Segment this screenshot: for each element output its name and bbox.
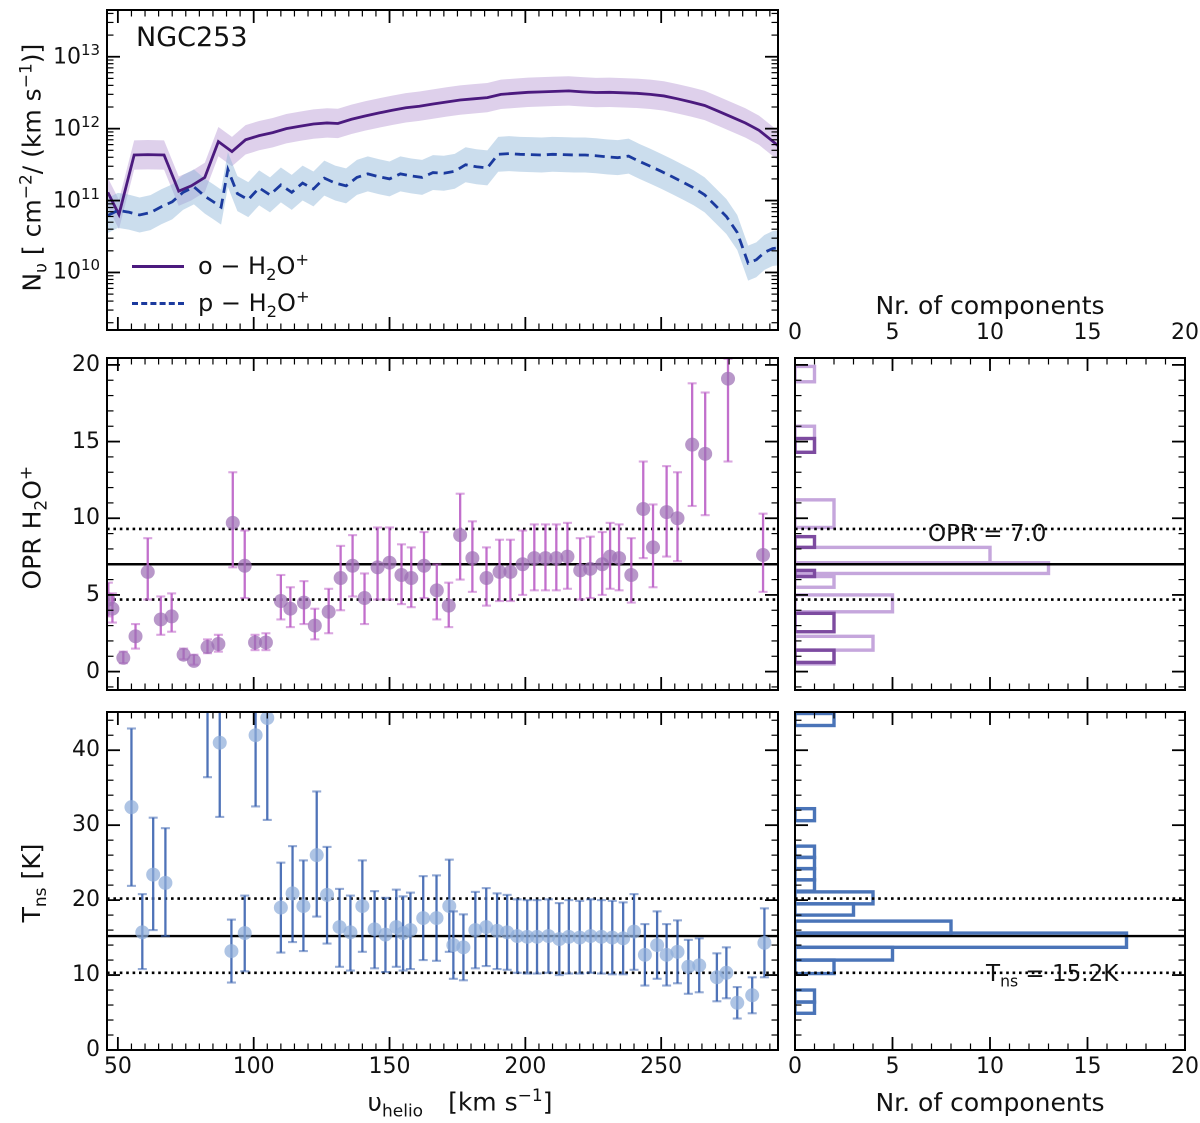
tick-label: 10 (72, 962, 100, 988)
tick-label: 20 (1171, 1054, 1199, 1079)
legend-o-mid: O (276, 252, 296, 280)
tick-label: 20 (72, 351, 100, 377)
tick-label: 1011 (52, 184, 100, 213)
vhelio-sub: helio (381, 1101, 424, 1122)
panel-title: NGC253 (136, 22, 248, 53)
legend-label-ortho: o − H2O+ (198, 250, 309, 284)
tick-label: 50 (103, 1054, 132, 1079)
tick-label: 0 (86, 658, 100, 684)
tick-label: 20 (1171, 320, 1199, 345)
tick-label: 100 (232, 1054, 275, 1079)
tick-label: 150 (368, 1054, 411, 1079)
vhelio-base: υ (367, 1087, 382, 1117)
tick-label: 20 (72, 887, 100, 913)
opr-mid: O (17, 480, 47, 500)
axis-title-velocity: υhelio [km s−1] (260, 1086, 660, 1121)
legend-p-mid: O (277, 289, 296, 317)
tick-label: 30 (72, 812, 100, 838)
tick-label: 10 (976, 320, 1004, 345)
tick-label: 15 (1073, 320, 1102, 345)
legend-line-ortho (132, 265, 184, 269)
tick-label: 0 (788, 320, 802, 345)
opr-sup: + (16, 465, 37, 481)
legend-line-para (132, 302, 184, 306)
tick-label: 1013 (52, 40, 100, 70)
tick-label: 15 (72, 428, 100, 454)
axis-title-components-top: Nr. of components (875, 291, 1105, 320)
legend-o-sub: 2 (266, 264, 277, 284)
tick-label: 1010 (52, 256, 100, 285)
tns-reference-annotation: Tns = 15.2K (986, 961, 1118, 991)
tick-label: 1012 (52, 112, 100, 141)
tick-label: 5 (86, 581, 100, 607)
tick-label: 5 (885, 1054, 900, 1079)
tick-label: 5 (885, 320, 900, 345)
tns-annot-base: T (986, 961, 1001, 987)
vhelio-sup: −1 (517, 1086, 543, 1106)
axis-title-components-bottom: Nr. of components (875, 1088, 1105, 1117)
vhelio-unit1: [km s (423, 1087, 518, 1117)
vhelio-unit2: ] (542, 1087, 553, 1117)
tick-label: 10 (72, 505, 100, 531)
tick-label: 0 (86, 1037, 100, 1062)
legend-item-ortho: o − H2O+ (132, 250, 309, 284)
tns-annot-sub: ns (1000, 971, 1019, 991)
opr-reference-annotation: OPR = 7.0 (928, 521, 1047, 547)
legend-item-para: p − H2O+ (132, 287, 310, 321)
tick-label: 40 (72, 737, 100, 763)
tns-annot-value: = 15.2K (1018, 961, 1119, 987)
axis-title-tns: Tns [K] (17, 733, 51, 1033)
tick-label: 200 (504, 1054, 547, 1079)
tick-label: 0 (788, 1054, 802, 1079)
legend-o-sup: + (295, 250, 310, 269)
tick-label: 15 (1073, 1054, 1102, 1079)
legend-p-sub: 2 (266, 301, 278, 321)
tns-unit: [K] (17, 843, 46, 888)
legend-p-base: p − H (198, 289, 267, 317)
legend-p-sup: + (295, 287, 310, 306)
legend-o-base: o − H (198, 252, 267, 280)
legend-label-para: p − H2O+ (198, 287, 310, 321)
tick-label: 10 (976, 1054, 1004, 1079)
tick-label: 250 (640, 1054, 683, 1079)
